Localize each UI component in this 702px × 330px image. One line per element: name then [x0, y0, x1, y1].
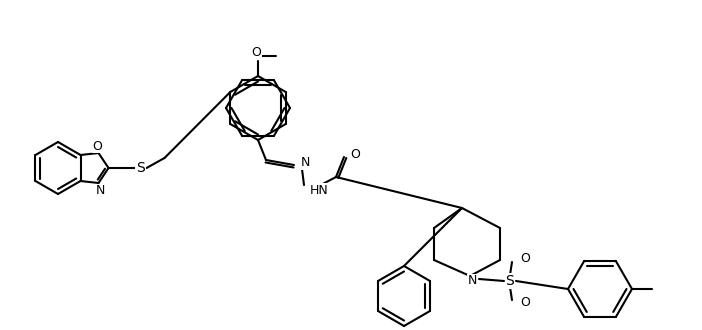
Text: HN: HN: [310, 183, 329, 196]
Text: N: N: [301, 156, 310, 170]
Text: O: O: [520, 252, 530, 266]
Text: O: O: [520, 296, 530, 310]
Text: N: N: [468, 275, 477, 287]
Text: N: N: [96, 184, 105, 197]
Text: O: O: [350, 148, 360, 160]
Text: O: O: [251, 47, 261, 59]
Text: S: S: [505, 274, 515, 288]
Text: O: O: [93, 140, 102, 152]
Text: S: S: [136, 161, 145, 175]
